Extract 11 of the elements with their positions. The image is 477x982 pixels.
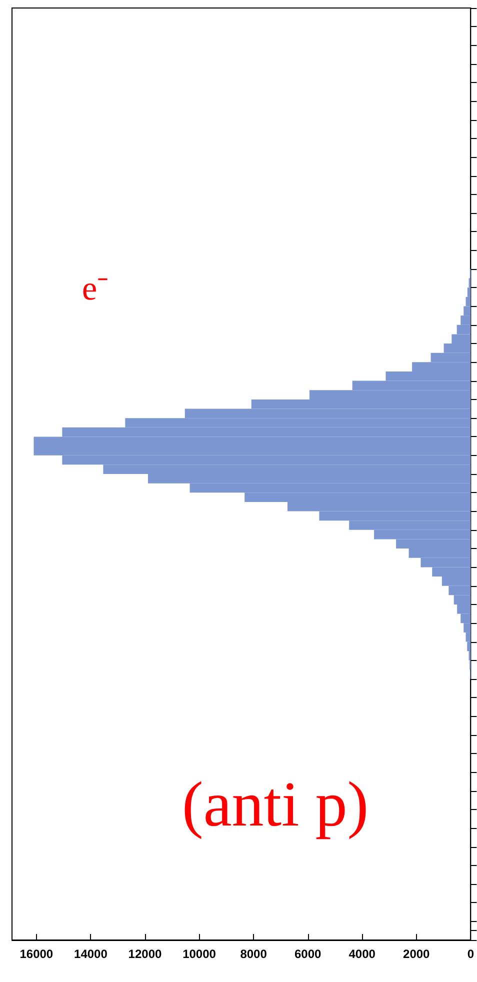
annotation: e⁻	[82, 270, 108, 308]
x-tick-label: 14000	[74, 947, 108, 961]
x-tick-label: 8000	[240, 947, 268, 961]
x-tick-label: 10000	[182, 947, 216, 961]
x-tick-label: 4000	[348, 947, 376, 961]
x-tick-label: 16000	[20, 947, 54, 961]
x-tick-label: 6000	[294, 947, 322, 961]
annotation: (anti p)	[182, 768, 369, 840]
x-tick-label: 12000	[128, 947, 162, 961]
x-tick-label: 0	[467, 947, 474, 961]
x-tick-label: 2000	[403, 947, 430, 961]
